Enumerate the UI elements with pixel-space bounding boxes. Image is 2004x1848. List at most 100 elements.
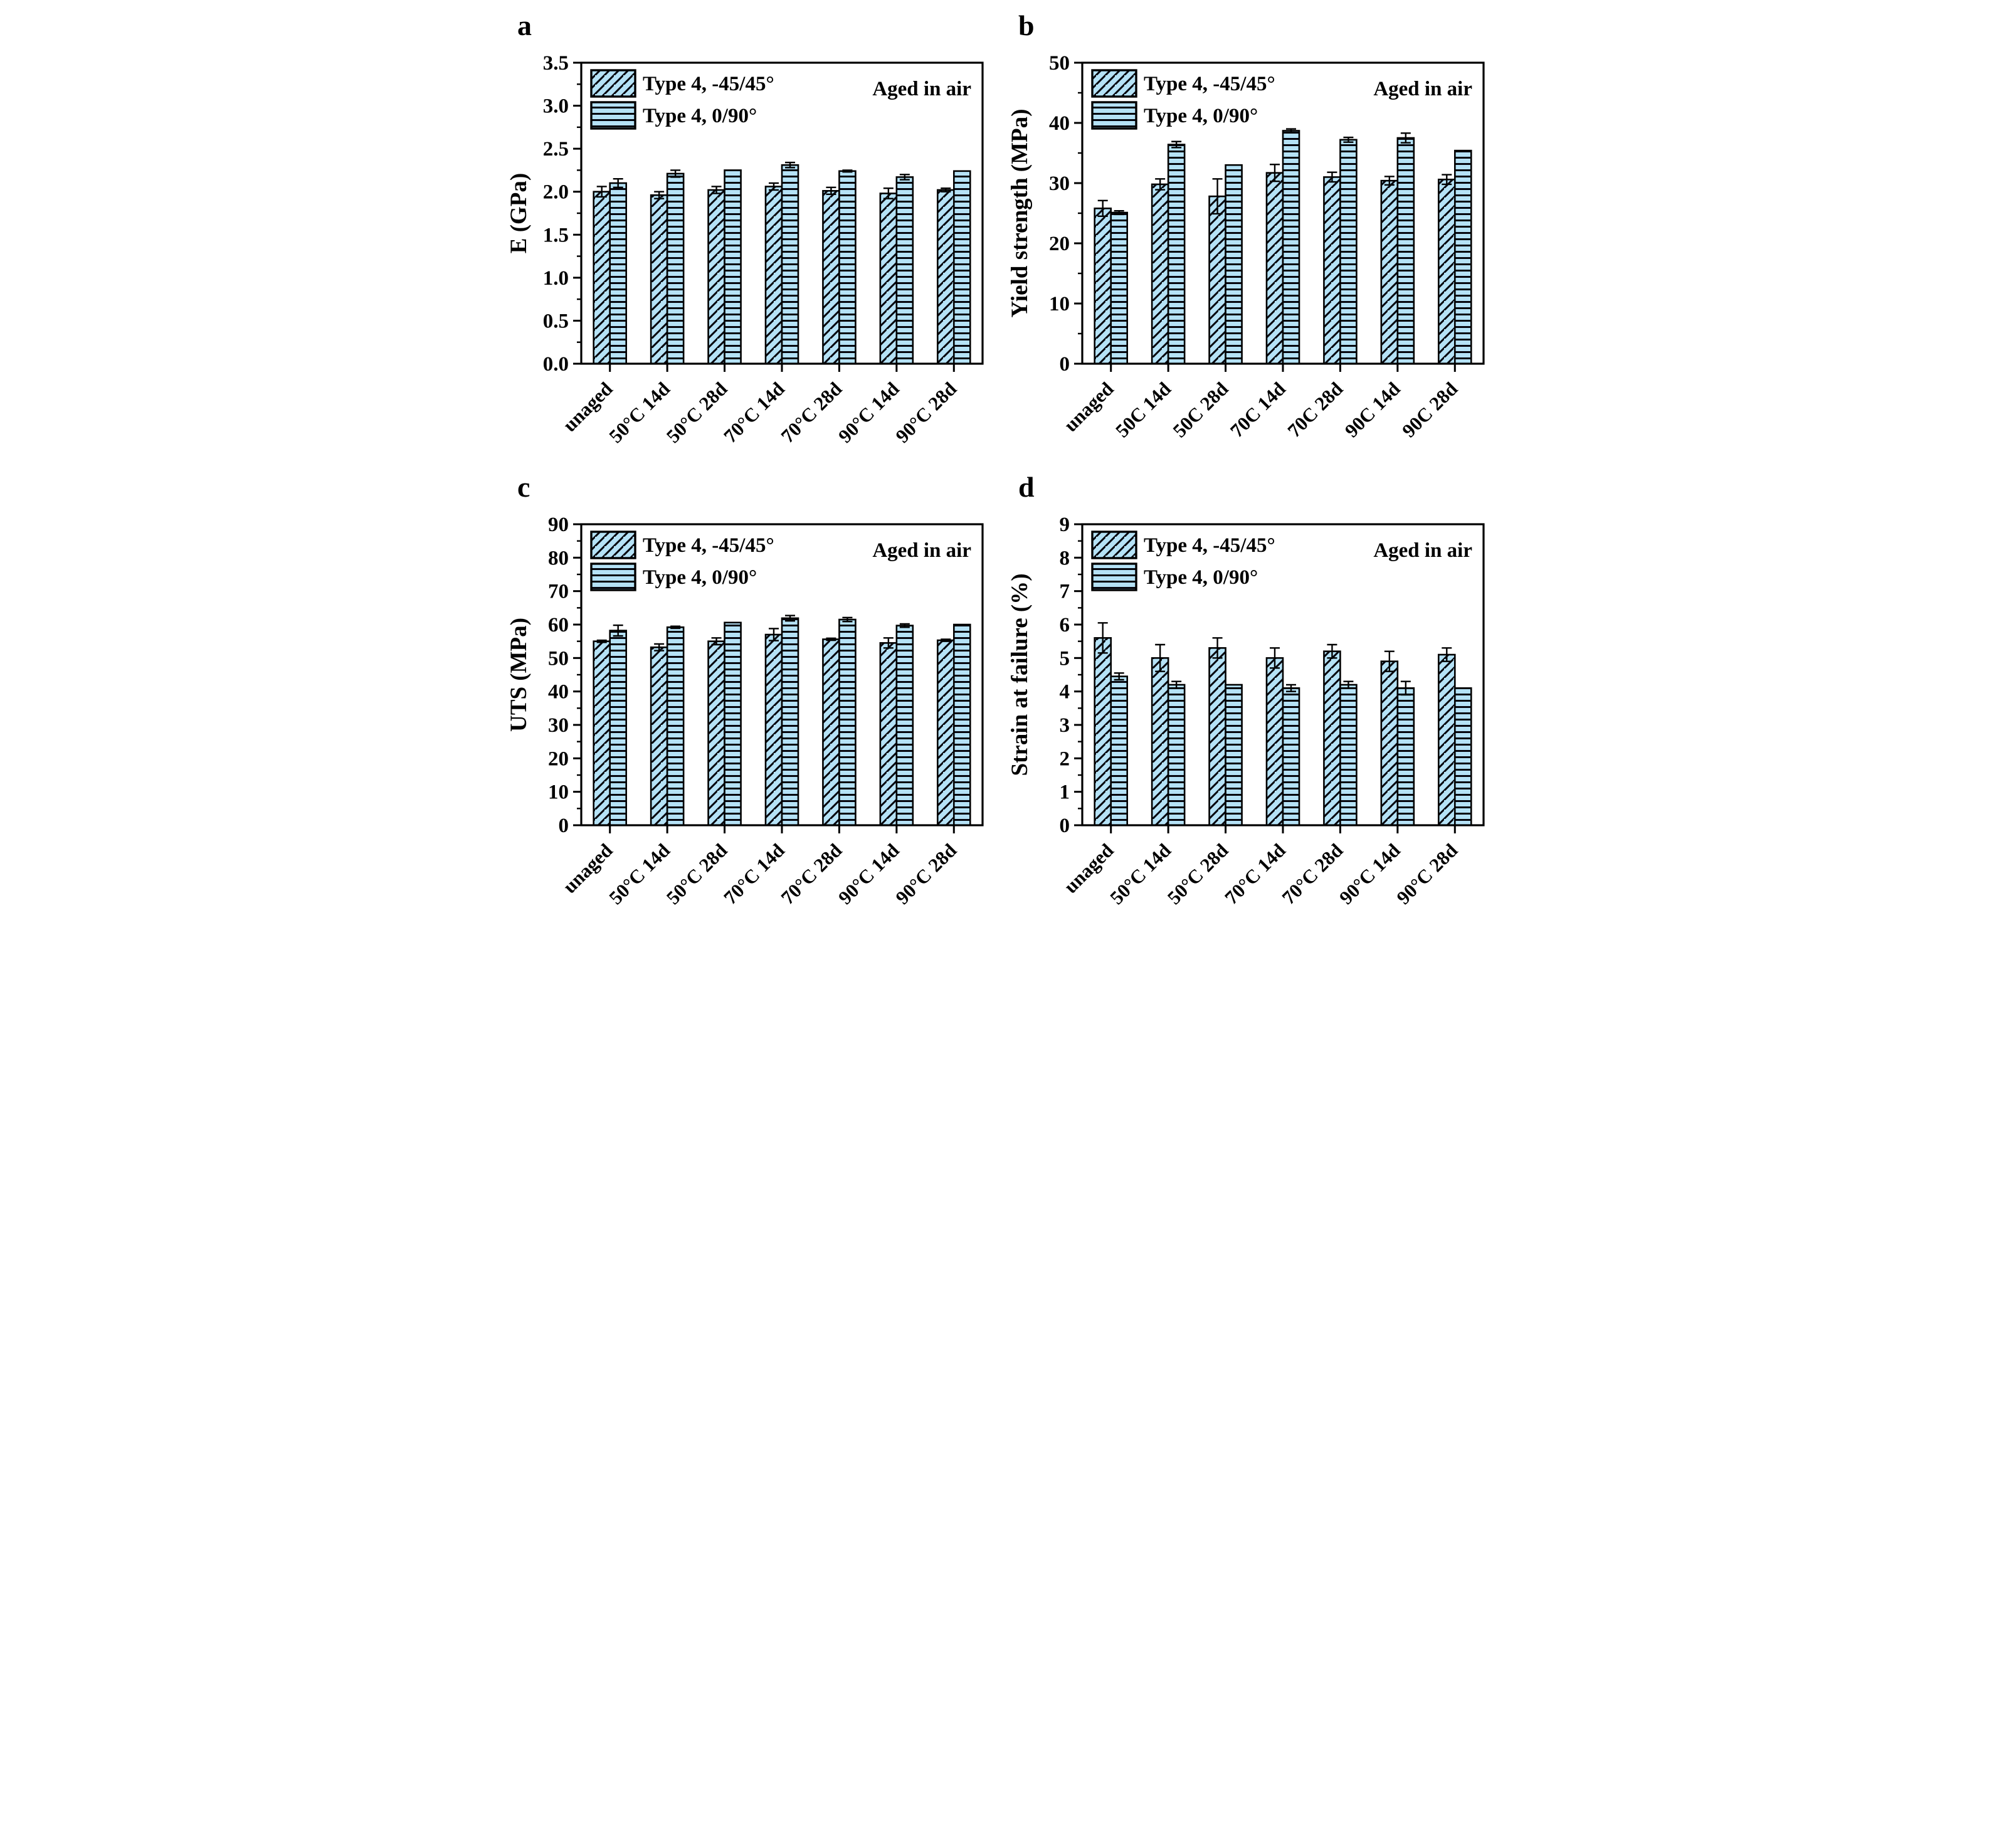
- panel-c: c 0 10 20 30 40 50 60 70 80 90 UTS (MPa) unaged 50°C …: [501, 462, 1002, 923]
- error-bar: [1171, 140, 1182, 149]
- panel-letter: a: [517, 9, 532, 41]
- bar: [1323, 176, 1341, 365]
- bar: [879, 642, 898, 826]
- legend-label: Type 4, -45/45°: [643, 73, 774, 95]
- chart-a: a0.00.51.01.52.02.53.03.5E (GPa)unaged50…: [501, 0, 1002, 462]
- legend: Type 4, -45/45° Type 4, 0/90°: [1091, 69, 1275, 130]
- error-bar: [1212, 178, 1223, 215]
- bar: [1437, 653, 1456, 826]
- y-tick-label: 90: [548, 514, 569, 536]
- legend-swatch-horizontal-hatch-icon: [1091, 101, 1137, 130]
- y-axis: 0 10 20 30 40 50 60 70 80 90: [548, 514, 581, 837]
- y-axis-label: UTS (MPa): [506, 618, 532, 732]
- y-tick-label: 50: [548, 647, 569, 670]
- error-bar: [883, 187, 894, 199]
- bar: [1380, 660, 1399, 826]
- legend-swatch-horizontal-hatch-icon: [590, 562, 636, 591]
- bar: [952, 623, 971, 826]
- legend-label: Type 4, -45/45°: [1144, 73, 1275, 95]
- error-bar: [670, 625, 681, 630]
- bar: [1339, 139, 1358, 365]
- error-bar: [941, 187, 951, 193]
- annotation-aged-in-air: Aged in air: [1373, 78, 1472, 100]
- panel-background: [501, 0, 1002, 462]
- bar: [1323, 650, 1341, 826]
- legend-swatch-diagonal-hatch-icon: [590, 531, 636, 559]
- error-bar: [941, 638, 951, 642]
- bar: [895, 625, 914, 826]
- error-bar: [826, 186, 836, 196]
- legend: Type 4, -45/45° Type 4, 0/90°: [1091, 531, 1275, 591]
- y-tick-label: 0.0: [543, 353, 569, 376]
- y-tick-label: 1.5: [543, 224, 569, 246]
- bar: [724, 621, 742, 826]
- legend-label: Type 4, 0/90°: [1144, 566, 1258, 589]
- error-bar: [899, 623, 910, 628]
- bar: [1094, 637, 1112, 826]
- bar: [936, 639, 955, 826]
- bar: [593, 640, 611, 826]
- error-bar: [613, 624, 623, 637]
- y-tick-label: 10: [1049, 293, 1070, 315]
- panel-background: [501, 462, 1002, 923]
- bar: [1396, 687, 1415, 826]
- error-bar: [1270, 647, 1280, 669]
- legend-swatch-diagonal-hatch-icon: [1091, 69, 1137, 98]
- y-axis: 0 10 20 30 40 50: [1049, 52, 1082, 376]
- y-tick-label: 2.5: [543, 138, 569, 161]
- bar: [724, 169, 742, 365]
- error-bar: [1155, 643, 1166, 672]
- error-bar: [1400, 680, 1411, 696]
- bar: [822, 190, 840, 365]
- panel-letter: b: [1018, 9, 1035, 41]
- bar: [1167, 144, 1186, 365]
- bar: [781, 164, 799, 365]
- error-bar: [711, 186, 722, 194]
- error-bar: [711, 637, 722, 646]
- y-tick-label: 8: [1060, 547, 1070, 569]
- bar: [895, 176, 914, 365]
- error-bar: [670, 169, 681, 178]
- annotation-aged-in-air: Aged in air: [872, 539, 971, 562]
- y-tick-label: 80: [548, 547, 569, 569]
- error-bar: [899, 174, 910, 181]
- panel-letter: c: [517, 471, 530, 503]
- bar: [1167, 684, 1186, 826]
- bars-group: [593, 615, 971, 826]
- bar: [1225, 164, 1243, 365]
- legend-swatch-horizontal-hatch-icon: [590, 101, 636, 130]
- y-tick-label: 1.0: [543, 267, 569, 290]
- legend-swatch-diagonal-hatch-icon: [590, 69, 636, 98]
- bar: [666, 172, 685, 365]
- bar: [1265, 657, 1284, 826]
- annotation-aged-in-air: Aged in air: [872, 78, 971, 100]
- error-bar: [1270, 164, 1280, 182]
- y-tick-label: 2: [1060, 747, 1070, 770]
- y-tick-label: 9: [1060, 514, 1070, 536]
- bar: [764, 186, 783, 365]
- y-tick-label: 6: [1060, 614, 1070, 636]
- legend: Type 4, -45/45° Type 4, 0/90°: [590, 69, 774, 130]
- error-bar: [1171, 680, 1182, 689]
- error-bar: [1327, 643, 1337, 659]
- error-bar: [654, 643, 665, 652]
- panel-letter: d: [1018, 471, 1035, 503]
- y-tick-label: 4: [1060, 681, 1070, 704]
- error-bar: [1212, 637, 1223, 659]
- legend-label: Type 4, 0/90°: [1144, 105, 1258, 127]
- bar: [1339, 684, 1358, 826]
- error-bar: [785, 615, 795, 622]
- y-axis: 0 1 2 3 4 5 6 7 8 9: [1060, 514, 1082, 837]
- error-bar: [1097, 199, 1108, 217]
- y-tick-label: 0.5: [543, 310, 569, 332]
- error-bar: [769, 182, 779, 191]
- panel-background: [1002, 462, 1503, 923]
- bar: [1151, 183, 1169, 365]
- bar: [781, 617, 799, 826]
- y-tick-label: 7: [1060, 581, 1070, 603]
- error-bar: [785, 161, 795, 169]
- bar: [650, 646, 668, 826]
- y-tick-label: 20: [1049, 233, 1070, 255]
